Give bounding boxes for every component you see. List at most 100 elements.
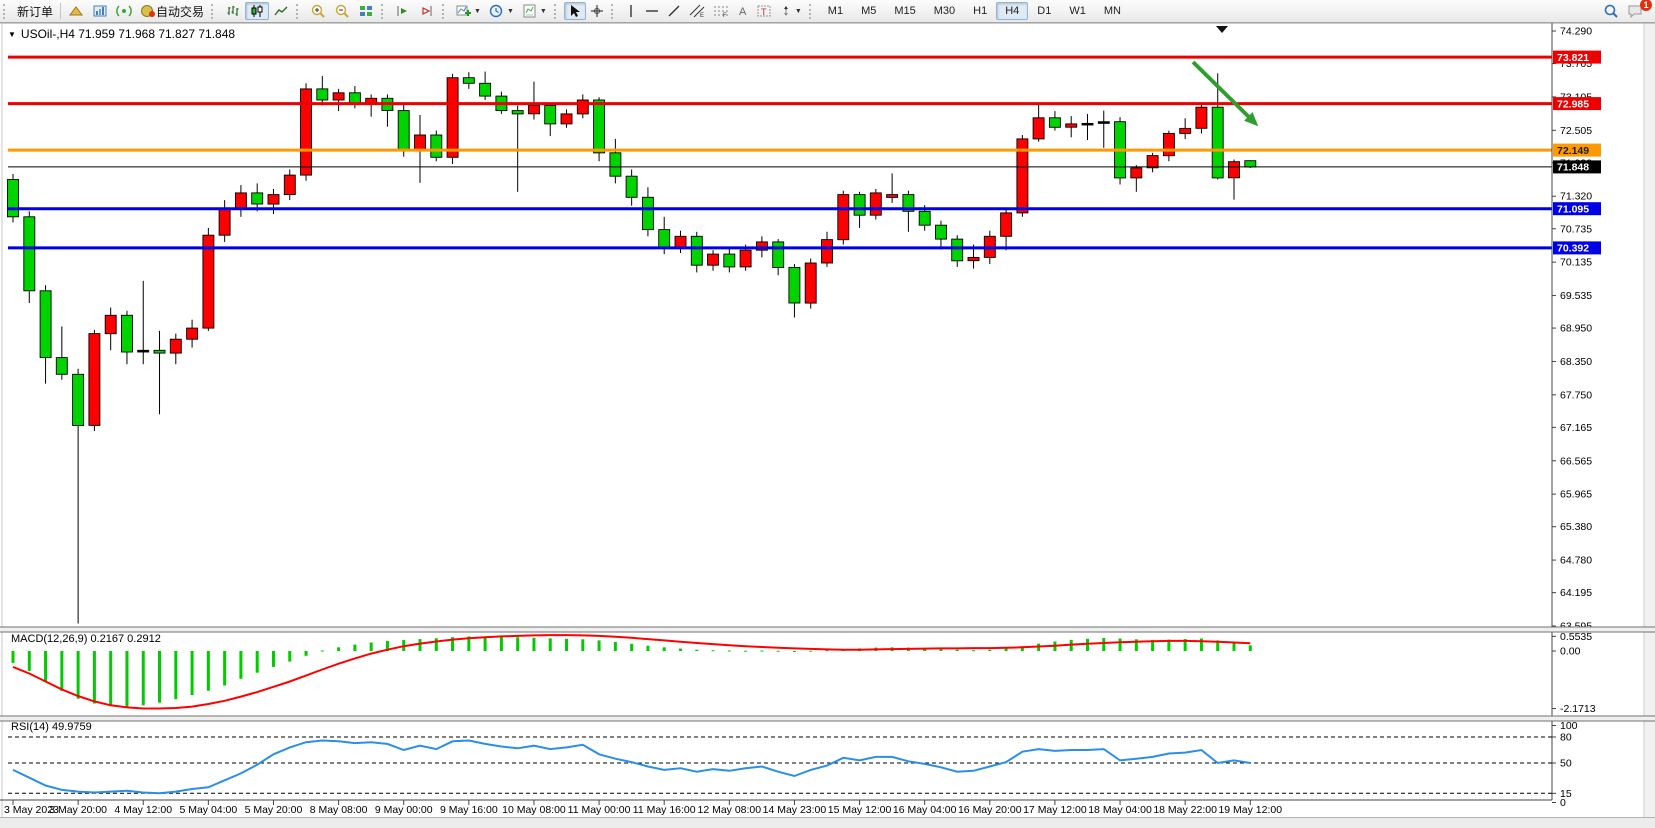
macd-histogram-bar [939,648,943,651]
trend-arrow-annotation[interactable] [1191,60,1259,127]
zoom-in-button[interactable] [306,2,330,20]
candle-body [300,88,312,176]
macd-histogram-bar [27,651,31,671]
candle-body [723,253,736,268]
horizontal-line-tool-button[interactable] [641,2,663,20]
macd-histogram-bar [988,649,992,651]
candle-body [1016,138,1029,214]
price-badge-71.095 [1553,202,1601,216]
signals-button[interactable] [112,2,136,20]
dropdown-caret: ▼ [794,7,802,15]
candle-body [169,338,182,354]
candle-body [772,241,785,268]
macd-scale-label: 0.5535 [1560,631,1592,643]
timeframe-mn-button[interactable]: MN [1095,2,1130,20]
channel-tool-button[interactable]: E [685,2,709,20]
macd-histogram-bar [727,650,731,652]
candle-body [1097,121,1110,124]
macd-histogram-bar [141,651,145,706]
candle-body [560,113,573,125]
toolbar-grip[interactable] [3,3,9,19]
candlestick-chart-button[interactable] [245,2,270,20]
macd-histogram-bar [597,640,601,651]
candle-body [1179,127,1192,134]
macd-histogram-bar [1199,638,1203,651]
timeframe-m5-button[interactable]: M5 [852,2,885,20]
candle-body [902,194,915,212]
zoom-out-button[interactable] [330,2,354,20]
time-tick-label: 9 May 00:00 [375,804,433,816]
templates-button[interactable]: ▼ [518,2,551,20]
crosshair-tool-button[interactable] [586,2,608,20]
candle-body [674,235,687,248]
add-indicator-button[interactable]: ▼ [452,2,485,20]
periods-button[interactable]: ▼ [485,2,518,20]
arrow-shaft[interactable] [1191,60,1256,124]
macd-signal-line [12,634,1251,710]
candle-body [72,373,85,426]
timeframe-m1-button[interactable]: M1 [819,2,852,20]
candle-body [121,314,133,353]
candle-body [690,235,703,266]
bar-chart-button[interactable] [221,2,245,20]
toolbar-grip[interactable] [442,3,448,19]
timeframe-h4-button[interactable]: H4 [996,2,1029,20]
text-tool-button[interactable]: A [733,2,753,20]
macd-histogram-bar [955,649,959,651]
auto-trading-button[interactable]: 自动交易 [136,2,208,20]
auto-scroll-button[interactable] [391,2,415,20]
current-price-badge [1553,160,1601,174]
search-button[interactable] [1599,2,1623,20]
charts-window-button[interactable] [88,2,112,20]
arrows-tool-button[interactable]: ▼ [775,2,806,20]
rsi-scale-label: 50 [1560,758,1572,770]
cursor-tool-button[interactable] [563,2,586,20]
svg-text:A: A [739,6,747,18]
trendline-tool-button[interactable] [663,2,685,20]
line-chart-button[interactable] [269,2,293,20]
time-tick-label: 5 May 04:00 [179,804,237,816]
vertical-line-tool-button[interactable] [621,2,641,20]
notifications-button[interactable]: 1 [1623,0,1652,20]
tile-windows-button[interactable] [354,2,378,20]
price-tick-label: 65.965 [1560,489,1592,501]
timeframe-h1-button[interactable]: H1 [964,2,996,20]
panel-dividers[interactable] [0,626,1655,722]
price-badge-72.985-text: 72.985 [1557,98,1589,110]
candle-body [462,77,475,84]
macd-histogram-bar [1216,640,1220,651]
collapse-ohlc-triangle[interactable]: ▼ [8,29,16,39]
time-tick-label: 4 May 12:00 [114,804,172,816]
trendline-icon [668,5,680,17]
toolbar-grip[interactable] [211,3,217,19]
candle-body [755,241,768,251]
price-axis[interactable]: 74.29073.70573.10572.50571.92071.32070.7… [1551,23,1601,800]
timeframe-m30-button[interactable]: M30 [925,2,964,20]
time-tick-label: 16 May 20:00 [958,804,1022,816]
toolbar-grip[interactable] [296,3,302,19]
macd-histogram-bar [548,638,552,651]
text-label-tool-button[interactable]: T [753,2,775,20]
chart-shift-button[interactable] [415,2,439,20]
macd-histogram-bar [369,642,373,651]
price-tick-label: 65.380 [1560,521,1592,533]
price-badge-72.149 [1553,143,1601,157]
timeframe-w1-button[interactable]: W1 [1060,2,1095,20]
horizontal-level-lines[interactable] [8,55,1552,250]
new-order-button[interactable]: 新订单 [13,2,57,20]
gold-icon-button[interactable] [64,2,88,20]
toolbar-grip[interactable] [553,3,560,19]
candle-body [511,110,524,115]
toolbar-grip[interactable] [610,3,617,19]
timeframe-d1-button[interactable]: D1 [1028,2,1060,20]
candle-body [153,349,166,354]
fibonacci-tool-button[interactable]: F [709,2,733,20]
macd-histogram-bar [1020,646,1024,651]
timeframe-m15-button[interactable]: M15 [885,2,924,20]
toolbar-grip[interactable] [808,3,815,19]
toolbar-grip[interactable] [381,3,387,19]
macd-histogram-bar [581,639,585,651]
macd-histogram-bar [60,651,64,691]
